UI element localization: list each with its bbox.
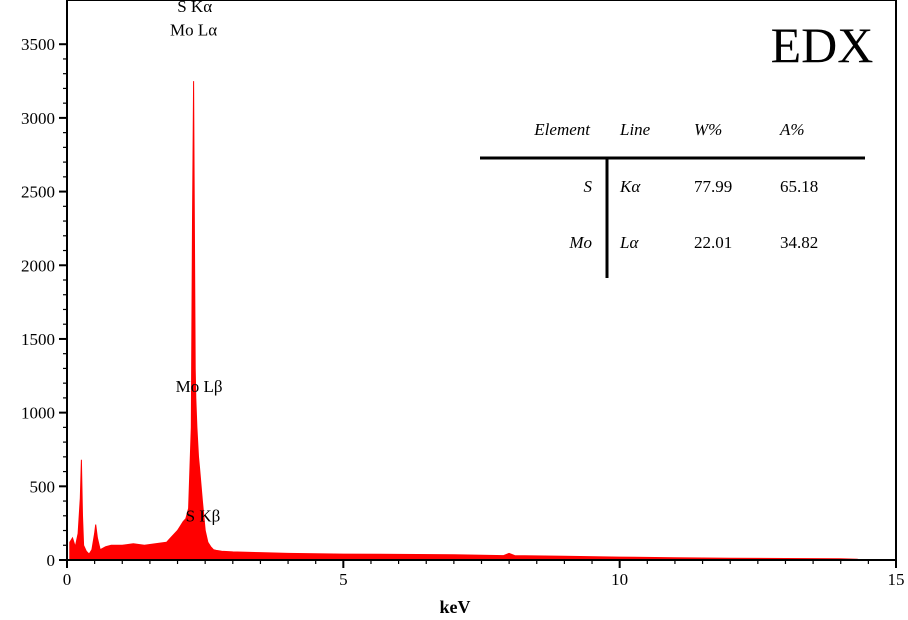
y-tick-label: 2500 — [21, 183, 55, 202]
y-tick-label: 500 — [30, 477, 56, 496]
table-cell-element: S — [584, 177, 593, 196]
y-tick-label: 0 — [47, 551, 56, 570]
x-tick-label: 5 — [339, 570, 348, 589]
table-cell-w: 77.99 — [694, 177, 732, 196]
peak-labels: S Kα Mo Lα Mo Lβ S Kβ — [170, 0, 223, 526]
chart-title: EDX — [771, 17, 874, 73]
y-axis: 0 500 1000 1500 2000 2500 3000 3500 — [21, 35, 67, 570]
x-tick-label: 10 — [611, 570, 628, 589]
y-tick-label: 1000 — [21, 404, 55, 423]
y-tick-label: 3000 — [21, 109, 55, 128]
peak-label: Mo Lα — [170, 20, 217, 39]
y-tick-label: 2000 — [21, 256, 55, 275]
table-header-element: Element — [533, 120, 591, 139]
table-cell-line: Lα — [619, 233, 639, 252]
x-axis: 0 5 10 15 — [63, 560, 905, 589]
table-cell-a: 65.18 — [780, 177, 818, 196]
peak-label: S Kβ — [186, 507, 221, 526]
spectrum-series — [69, 81, 861, 561]
table-header-a: A% — [779, 120, 805, 139]
peak-label: S Kα — [177, 0, 212, 16]
x-tick-label: 15 — [888, 570, 905, 589]
table-cell-element: Mo — [568, 233, 592, 252]
y-tick-label: 3500 — [21, 35, 55, 54]
composition-table: Element Line W% A% S Kα 77.99 65.18 Mo L… — [480, 120, 865, 278]
table-cell-a: 34.82 — [780, 233, 818, 252]
table-cell-w: 22.01 — [694, 233, 732, 252]
peak-label: Mo Lβ — [176, 377, 223, 396]
table-header-line: Line — [619, 120, 651, 139]
x-axis-label: keV — [440, 597, 471, 617]
table-header-w: W% — [694, 120, 722, 139]
x-tick-label: 0 — [63, 570, 72, 589]
y-tick-label: 1500 — [21, 330, 55, 349]
table-cell-line: Kα — [619, 177, 641, 196]
